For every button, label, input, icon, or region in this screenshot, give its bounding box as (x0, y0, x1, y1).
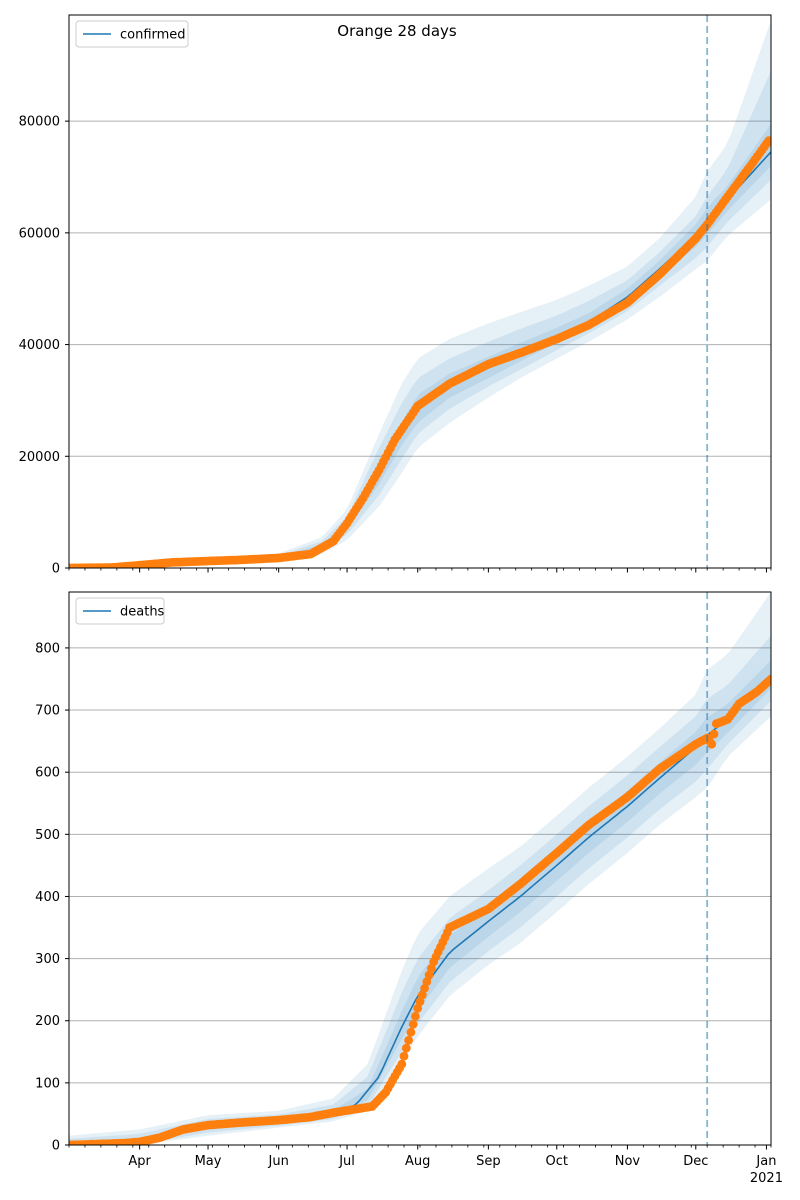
uncertainty-band-inner (69, 123, 771, 568)
observed-point (399, 1051, 409, 1061)
observed-point (707, 739, 717, 749)
confirmed-observed-points (69, 136, 771, 568)
observed-point (404, 1035, 413, 1045)
observed-point (411, 1011, 420, 1021)
x-tick-label: Jan (755, 1154, 776, 1169)
legend-label: confirmed (120, 28, 186, 43)
y-tick-label: 20000 (19, 450, 60, 465)
y-tick-label: 500 (35, 828, 60, 843)
legend-label: deaths (120, 605, 165, 620)
deaths-observed-points (69, 674, 771, 1145)
y-tick-label: 400 (35, 890, 60, 905)
y-tick-label: 0 (52, 1139, 60, 1154)
x-tick-label: Dec (683, 1154, 708, 1169)
x-tick-label: Nov (615, 1154, 641, 1169)
x-tick-label: Aug (405, 1154, 430, 1169)
observed-point (766, 674, 771, 684)
y-tick-label: 200 (35, 1014, 60, 1029)
legend-box (75, 20, 189, 48)
observed-point (424, 970, 434, 980)
deaths-panel: 0 100 200 300 400 500 600 700 800 Apr May Jun Jul Aug… (35, 591, 783, 1186)
figure-title: Orange 28 days (337, 22, 457, 40)
x-tick-label: Jun (268, 1154, 289, 1169)
legend-box (75, 597, 165, 625)
observed-point (427, 964, 436, 973)
observed-point (408, 1019, 418, 1029)
y-tick-label: 600 (35, 766, 60, 781)
observed-point (401, 1043, 411, 1053)
y-tick-label: 100 (35, 1076, 60, 1091)
observed-point (397, 1059, 407, 1069)
uncertainty-band-middle (69, 635, 771, 1145)
uncertainty-band-middle (69, 70, 771, 568)
confirmed-panel: 0 20000 40000 60000 80000 confirmed (19, 14, 772, 577)
legend: confirmed (75, 20, 189, 48)
observed-point (413, 1003, 423, 1013)
observed-point (709, 729, 719, 739)
y-tick-label: 60000 (19, 226, 60, 241)
uncertainty-band-outer (69, 20, 771, 568)
y-tick-label: 300 (35, 952, 60, 967)
y-tick-label: 800 (35, 641, 60, 656)
observed-point (406, 1027, 416, 1037)
legend: deaths (75, 597, 165, 625)
x-tick-label: May (195, 1154, 222, 1169)
x-year-label: 2021 (750, 1171, 783, 1186)
x-tick-label: Apr (128, 1154, 151, 1169)
y-tick-label: 0 (52, 562, 60, 577)
y-tick-label: 40000 (19, 338, 60, 353)
observed-point (422, 977, 432, 987)
y-tick-label: 80000 (19, 115, 60, 130)
y-tick-label: 700 (35, 704, 60, 719)
axes-frame (68, 591, 772, 1146)
x-tick-label: Jul (338, 1154, 355, 1169)
x-tick-label: Oct (546, 1154, 568, 1169)
observed-point (417, 990, 427, 1000)
uncertainty-band-outer (69, 592, 771, 1145)
x-tick-label: Sep (476, 1154, 501, 1169)
observed-point (764, 136, 771, 146)
observed-point (415, 997, 425, 1006)
